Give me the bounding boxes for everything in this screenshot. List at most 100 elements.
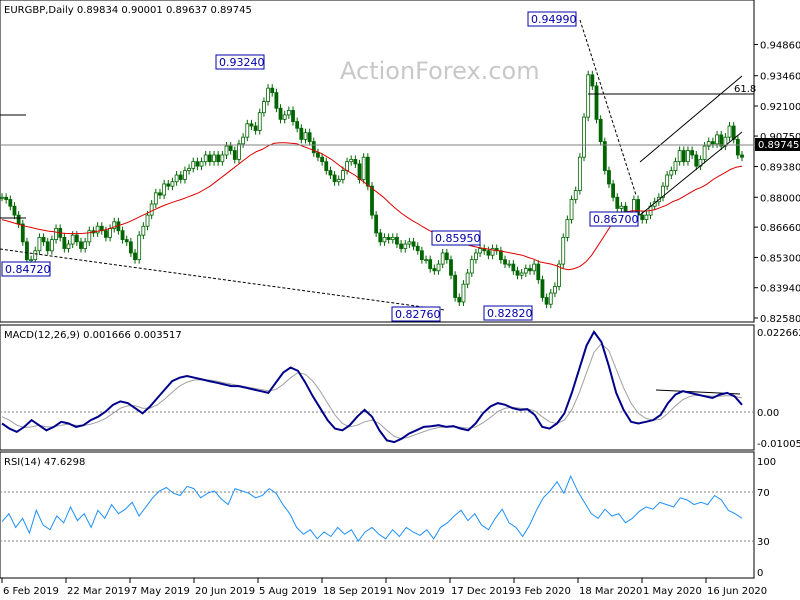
candle-body [378, 232, 383, 243]
candle-body [503, 259, 507, 265]
svg-text:0.89745: 0.89745 [758, 140, 799, 151]
candle-body [598, 118, 603, 143]
candle-body [640, 214, 645, 220]
candle-body [486, 250, 491, 256]
price-label-082820: 0.82820 [483, 305, 533, 321]
candle-body [228, 145, 233, 151]
candle-body [203, 154, 208, 163]
candle-body [602, 141, 607, 171]
candle-body [403, 243, 408, 249]
candle-body [262, 101, 266, 114]
candle-body [141, 225, 146, 236]
candle-body [644, 214, 649, 220]
candle-body [207, 154, 212, 163]
x-tick-label: 1 Nov 2019 [387, 586, 445, 597]
candle-body [162, 183, 167, 196]
price-tick-label: 0.88000 [760, 193, 800, 204]
candle-body [166, 183, 171, 187]
price-tick-label: 0.89380 [760, 163, 800, 174]
price-tick-label: 0.92100 [760, 102, 800, 113]
candle-body [740, 154, 744, 158]
candle-body [532, 263, 537, 272]
candle-body [395, 236, 399, 245]
macd-tick-zero: 0.00 [757, 408, 779, 419]
candle-body [353, 159, 358, 165]
candle-body [270, 87, 275, 94]
rsi-tick-30: 30 [757, 537, 770, 548]
candle-body [29, 259, 34, 262]
candle-body [299, 127, 304, 140]
candle-body [461, 283, 466, 303]
candle-body [370, 185, 374, 216]
x-tick-label: 3 Feb 2020 [515, 586, 571, 597]
svg-text:0.93240: 0.93240 [219, 56, 265, 69]
candle-body [561, 236, 566, 265]
candle-body [415, 245, 420, 252]
candle-body [710, 141, 715, 145]
candle-body [735, 138, 740, 156]
candle-body [153, 192, 158, 205]
candle-body [424, 259, 428, 262]
x-tick-label: 18 Sep 2019 [323, 586, 386, 597]
candle-body [87, 230, 92, 243]
candle-body [183, 170, 187, 180]
price-axis-ticks: 0.94860 0.93460 0.92100 0.90750 0.89380 0.880… [754, 41, 800, 325]
svg-text:0.84720: 0.84720 [5, 263, 51, 276]
candle-body [611, 183, 616, 198]
svg-text:0.82760: 0.82760 [395, 308, 441, 321]
candle-body [245, 123, 250, 138]
candle-body [278, 107, 283, 120]
candle-body [507, 263, 512, 266]
candle-body [365, 156, 370, 187]
x-tick-label: 6 Feb 2019 [3, 586, 59, 597]
candle-body [286, 110, 291, 116]
x-tick-label: 20 Jun 2019 [195, 586, 255, 597]
candle-body [324, 161, 329, 171]
channel-upper-line [639, 75, 743, 163]
candle-body [224, 145, 229, 156]
candle-body [145, 214, 150, 227]
rsi-tick-100: 100 [757, 457, 776, 468]
candle-body [332, 174, 337, 183]
candle-body [673, 161, 678, 171]
x-tick-label: 16 Jun 2020 [707, 586, 767, 597]
retrace-dashed-line [579, 19, 637, 196]
candle-body [237, 143, 241, 160]
candle-body [594, 85, 599, 120]
price-tick-label: 0.93460 [760, 72, 800, 83]
candle-body [573, 190, 578, 200]
price-label-094990: 0.94990 [527, 11, 577, 27]
candle-body [345, 161, 349, 171]
x-tick-label: 22 Mar 2019 [67, 586, 130, 597]
candle-body [582, 116, 586, 158]
candle-body [478, 248, 482, 254]
price-label-082760: 0.82760 [391, 306, 441, 322]
x-tick-label: 1 May 2020 [643, 586, 702, 597]
candle-body [615, 196, 620, 209]
x-tick-label: 7 May 2019 [131, 586, 190, 597]
candle-body [544, 297, 549, 305]
candle-body [340, 170, 345, 180]
candle-body [411, 241, 416, 247]
price-tick-label: 0.85300 [760, 253, 800, 264]
candle-body [66, 243, 71, 249]
fib-618-label: 61.8 [734, 84, 756, 95]
candle-body [474, 252, 478, 261]
candle-body [498, 250, 503, 261]
candlestick-series [0, 70, 744, 309]
candle-body [232, 150, 237, 160]
candle-body [428, 259, 433, 269]
macd-panel [0, 324, 755, 451]
candle-body [444, 252, 449, 261]
candle-body [108, 228, 112, 238]
candle-body [4, 196, 9, 200]
rsi-tick-0: 0 [757, 568, 763, 579]
candle-body [295, 121, 300, 129]
candle-body [195, 161, 200, 167]
candle-body [577, 156, 582, 192]
candle-body [49, 239, 54, 252]
price-label-093240: 0.93240 [215, 54, 265, 70]
price-tick-label: 0.90750 [760, 132, 800, 143]
candle-body [399, 243, 404, 249]
